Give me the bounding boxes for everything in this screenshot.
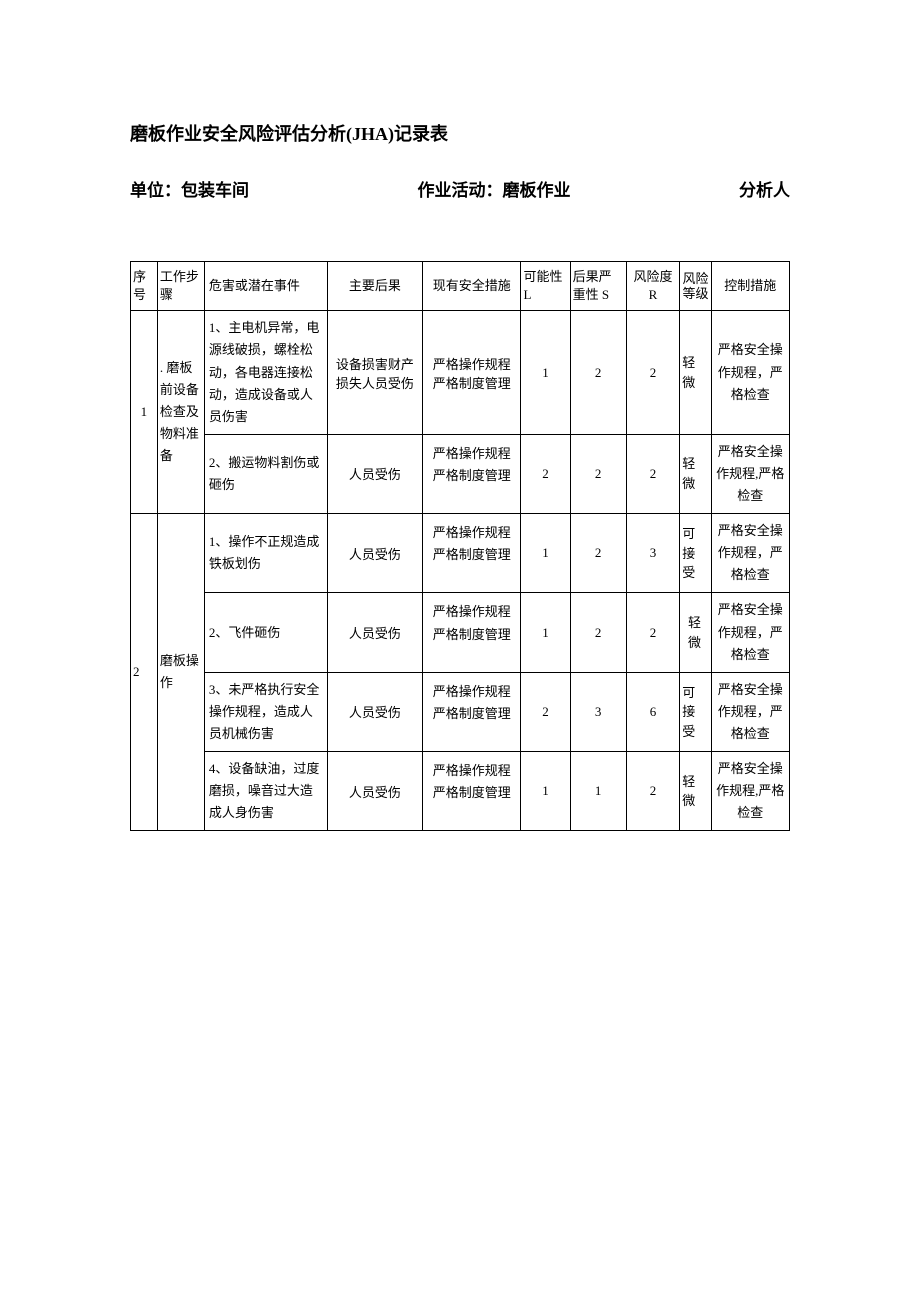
cell-hazard: 2、搬运物料割伤或砸伤 <box>204 434 327 513</box>
cell-level: 可接受 <box>680 514 711 593</box>
jha-table: 序号 工作步骤 危害或潜在事件 主要后果 现有安全措施 可能性L 后果严重性 S… <box>130 261 790 831</box>
header-likelihood: 可能性L <box>521 262 570 311</box>
unit-field: 单位：包装车间 <box>130 176 249 201</box>
cell-level: 轻微 <box>680 434 711 513</box>
cell-control: 严格安全操作规程，严格检查 <box>711 593 789 672</box>
document-title: 磨板作业安全风险评估分析(JHA)记录表 <box>130 120 790 146</box>
cell-hazard: 1、操作不正规造成铁板划伤 <box>204 514 327 593</box>
cell-severity: 1 <box>570 751 626 830</box>
cell-likelihood: 1 <box>521 514 570 593</box>
cell-seq: 1 <box>131 311 158 514</box>
header-measure: 现有安全措施 <box>422 262 520 311</box>
header-level: 风险等级 <box>680 262 711 311</box>
table-row: 2 磨板操作 1、操作不正规造成铁板划伤 人员受伤 严格操作规程严格制度管理 1… <box>131 514 790 593</box>
cell-likelihood: 1 <box>521 593 570 672</box>
cell-measure: 严格操作规程严格制度管理 <box>422 311 520 434</box>
cell-result: 人员受伤 <box>327 514 422 593</box>
activity-field: 作业活动：磨板作业 <box>418 176 571 201</box>
cell-step: 磨板操作 <box>157 514 204 831</box>
unit-label: 单位： <box>130 181 181 200</box>
cell-risk: 3 <box>626 514 680 593</box>
cell-control: 严格安全操作规程，严格检查 <box>711 311 789 434</box>
cell-risk: 2 <box>626 311 680 434</box>
cell-result: 人员受伤 <box>327 593 422 672</box>
cell-measure: 严格操作规程严格制度管理 <box>422 672 520 751</box>
cell-level: 轻微 <box>680 593 711 672</box>
cell-likelihood: 1 <box>521 751 570 830</box>
subtitle-row: 单位：包装车间 作业活动：磨板作业 分析人 <box>130 176 790 201</box>
activity-value: 磨板作业 <box>503 181 571 200</box>
cell-hazard: 3、未严格执行安全操作规程，造成人员机械伤害 <box>204 672 327 751</box>
cell-level: 轻微 <box>680 751 711 830</box>
cell-seq: 2 <box>131 514 158 831</box>
cell-level: 轻微 <box>680 311 711 434</box>
header-seq: 序号 <box>131 262 158 311</box>
cell-risk: 2 <box>626 751 680 830</box>
header-severity: 后果严重性 S <box>570 262 626 311</box>
cell-measure: 严格操作规程严格制度管理 <box>422 751 520 830</box>
table-row: 4、设备缺油，过度磨损，噪音过大造成人身伤害 人员受伤 严格操作规程严格制度管理… <box>131 751 790 830</box>
header-risk: 风险度R <box>626 262 680 311</box>
cell-severity: 3 <box>570 672 626 751</box>
activity-label: 作业活动： <box>418 181 503 200</box>
cell-measure: 严格操作规程严格制度管理 <box>422 593 520 672</box>
header-control: 控制措施 <box>711 262 789 311</box>
cell-hazard: 2、飞件砸伤 <box>204 593 327 672</box>
cell-hazard: 1、主电机异常，电源线破损，螺栓松动，各电器连接松动，造成设备或人员伤害 <box>204 311 327 434</box>
table-header-row: 序号 工作步骤 危害或潜在事件 主要后果 现有安全措施 可能性L 后果严重性 S… <box>131 262 790 311</box>
table-row: 2、飞件砸伤 人员受伤 严格操作规程严格制度管理 1 2 2 轻微 严格安全操作… <box>131 593 790 672</box>
cell-measure: 严格操作规程严格制度管理 <box>422 514 520 593</box>
cell-step: . 磨板前设备检查及物料准备 <box>157 311 204 514</box>
cell-hazard: 4、设备缺油，过度磨损，噪音过大造成人身伤害 <box>204 751 327 830</box>
cell-risk: 2 <box>626 593 680 672</box>
cell-severity: 2 <box>570 434 626 513</box>
cell-result: 设备损害财产损失人员受伤 <box>327 311 422 434</box>
cell-control: 严格安全操作规程,严格检查 <box>711 751 789 830</box>
header-result: 主要后果 <box>327 262 422 311</box>
cell-result: 人员受伤 <box>327 751 422 830</box>
cell-level: 可接受 <box>680 672 711 751</box>
cell-result: 人员受伤 <box>327 672 422 751</box>
table-row: 2、搬运物料割伤或砸伤 人员受伤 严格操作规程严格制度管理 2 2 2 轻微 严… <box>131 434 790 513</box>
cell-severity: 2 <box>570 593 626 672</box>
cell-control: 严格安全操作规程，严格检查 <box>711 514 789 593</box>
table-row: 3、未严格执行安全操作规程，造成人员机械伤害 人员受伤 严格操作规程严格制度管理… <box>131 672 790 751</box>
cell-severity: 2 <box>570 311 626 434</box>
cell-risk: 2 <box>626 434 680 513</box>
header-step: 工作步骤 <box>157 262 204 311</box>
cell-likelihood: 2 <box>521 672 570 751</box>
cell-measure: 严格操作规程严格制度管理 <box>422 434 520 513</box>
cell-control: 严格安全操作规程，严格检查 <box>711 672 789 751</box>
header-hazard: 危害或潜在事件 <box>204 262 327 311</box>
cell-risk: 6 <box>626 672 680 751</box>
cell-control: 严格安全操作规程,严格检查 <box>711 434 789 513</box>
analyst-field: 分析人 <box>739 176 790 201</box>
cell-severity: 2 <box>570 514 626 593</box>
table-row: 1 . 磨板前设备检查及物料准备 1、主电机异常，电源线破损，螺栓松动，各电器连… <box>131 311 790 434</box>
cell-likelihood: 1 <box>521 311 570 434</box>
cell-result: 人员受伤 <box>327 434 422 513</box>
unit-value: 包装车间 <box>181 181 249 200</box>
cell-likelihood: 2 <box>521 434 570 513</box>
